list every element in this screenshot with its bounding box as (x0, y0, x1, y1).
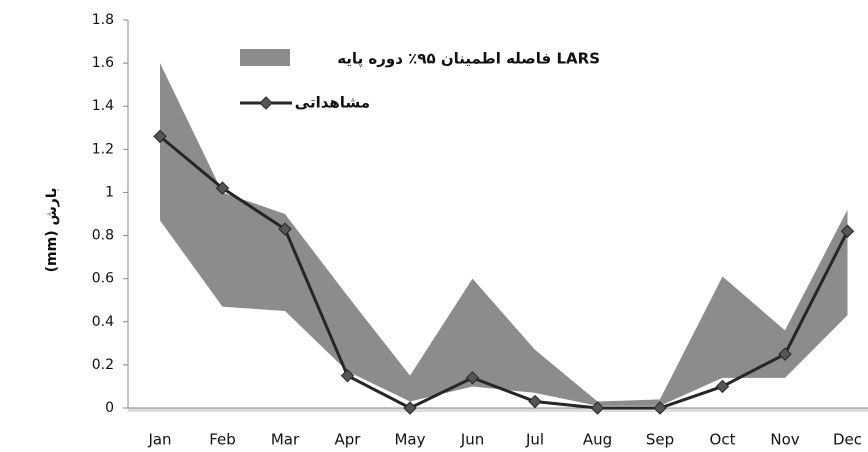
y-tick-label: 0.2 (92, 357, 114, 373)
y-tick-label: 0.6 (92, 271, 114, 287)
observed-marker (653, 401, 667, 415)
y-tick-label: 1.4 (92, 98, 114, 114)
x-tick-label: May (394, 431, 425, 449)
y-tick-label: 0.4 (92, 314, 114, 330)
x-tick-label: Jun (460, 431, 484, 449)
observed-marker (840, 224, 855, 238)
legend-swatch (240, 49, 290, 66)
x-tick-label: Oct (710, 431, 736, 449)
y-tick-label: 0 (105, 400, 114, 416)
legend-label: فاصله اطمینان ۹۵٪ دوره پایه LARS (337, 50, 600, 69)
confidence-band (160, 63, 848, 406)
y-tick-label: 1.6 (92, 55, 114, 71)
x-tick-label: Nov (770, 431, 799, 449)
x-tick-label: Aug (583, 431, 612, 449)
y-tick-label: 0.8 (92, 228, 114, 244)
observed-marker (278, 222, 292, 236)
observed-marker (153, 129, 167, 144)
x-tick-label: Jul (525, 431, 544, 449)
legend-swatch (259, 96, 273, 110)
y-tick-label: 1.2 (92, 141, 114, 157)
observed-marker (465, 371, 480, 385)
observed-marker (528, 394, 542, 409)
x-tick-label: Jan (147, 431, 171, 449)
observed-marker (715, 379, 730, 394)
observed-line (159, 135, 849, 410)
x-tick-label: Sep (646, 431, 674, 449)
y-axis-label: (mm) بارش (44, 188, 60, 273)
x-tick-label: Mar (271, 431, 300, 449)
legend-label: مشاهداتی (295, 94, 370, 112)
observed-marker (215, 181, 230, 195)
observed-marker (778, 347, 792, 361)
x-tick-label: Apr (335, 431, 362, 449)
x-tick-label: Dec (833, 431, 862, 449)
y-tick-label: 1.8 (92, 12, 114, 28)
y-tick-label: 1 (105, 184, 114, 200)
floor (128, 408, 868, 412)
observed-marker (340, 368, 355, 383)
observed-marker (403, 401, 417, 415)
x-tick-label: Feb (209, 431, 236, 449)
observed-marker (590, 401, 605, 415)
